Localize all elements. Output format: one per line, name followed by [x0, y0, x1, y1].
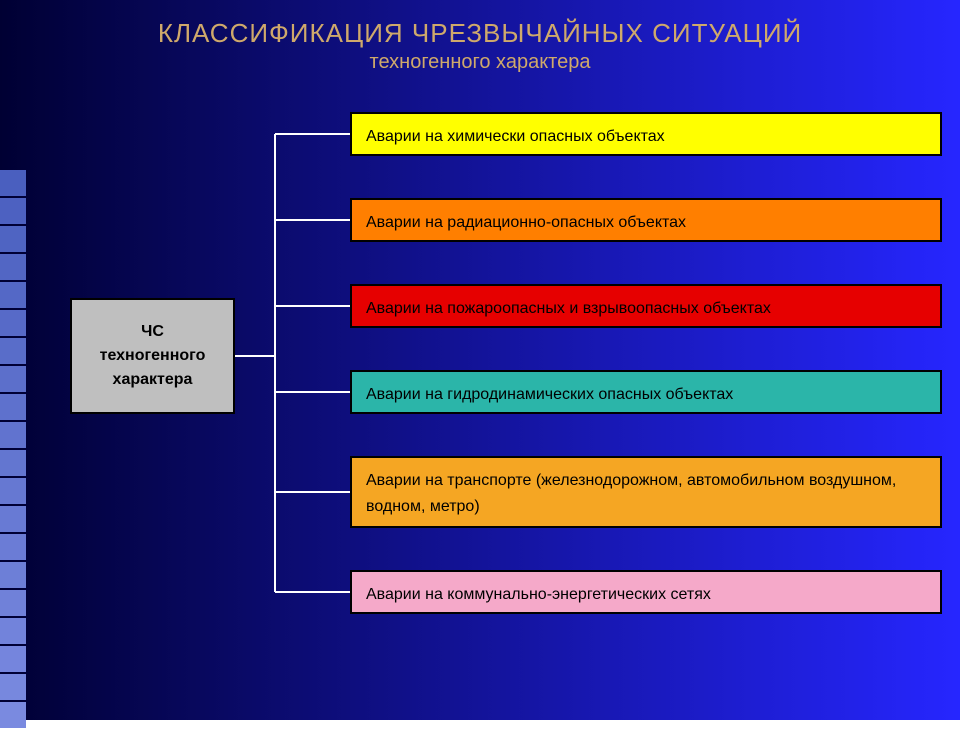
side-square	[0, 254, 26, 280]
category-label: Аварии на радиационно-опасных объектах	[366, 214, 686, 231]
category-box: Аварии на радиационно-опасных объектах	[350, 198, 942, 242]
title-block: КЛАССИФИКАЦИЯ ЧРЕЗВЫЧАЙНЫХ СИТУАЦИЙ техн…	[0, 18, 960, 74]
category-label: Аварии на транспорте (железнодорожном, а…	[366, 472, 896, 515]
category-label: Аварии на коммунально-энергетических сет…	[366, 586, 711, 603]
side-square	[0, 646, 26, 672]
title-sub: техногенного характера	[0, 51, 960, 74]
category-box: Аварии на коммунально-энергетических сет…	[350, 570, 942, 614]
side-square	[0, 506, 26, 532]
root-node: ЧСтехногенногохарактера	[70, 298, 235, 414]
side-square	[0, 674, 26, 700]
category-label: Аварии на химически опасных объектах	[366, 128, 665, 145]
category-box: Аварии на химически опасных объектах	[350, 112, 942, 156]
category-label: Аварии на пожароопасных и взрывоопасных …	[366, 300, 771, 317]
side-square	[0, 422, 26, 448]
side-square	[0, 590, 26, 616]
side-square	[0, 170, 26, 196]
category-box: Аварии на гидродинамических опасных объе…	[350, 370, 942, 414]
side-square	[0, 282, 26, 308]
side-square	[0, 226, 26, 252]
side-square	[0, 618, 26, 644]
side-square	[0, 366, 26, 392]
side-square	[0, 534, 26, 560]
side-square	[0, 702, 26, 728]
side-square	[0, 338, 26, 364]
category-box: Аварии на пожароопасных и взрывоопасных …	[350, 284, 942, 328]
side-decoration	[0, 170, 26, 730]
side-square	[0, 394, 26, 420]
side-square	[0, 562, 26, 588]
side-square	[0, 198, 26, 224]
title-main: КЛАССИФИКАЦИЯ ЧРЕЗВЫЧАЙНЫХ СИТУАЦИЙ	[0, 18, 960, 49]
side-square	[0, 478, 26, 504]
side-square	[0, 450, 26, 476]
category-box: Аварии на транспорте (железнодорожном, а…	[350, 456, 942, 528]
side-square	[0, 310, 26, 336]
category-label: Аварии на гидродинамических опасных объе…	[366, 386, 733, 403]
root-node-label: ЧСтехногенногохарактера	[100, 320, 206, 392]
